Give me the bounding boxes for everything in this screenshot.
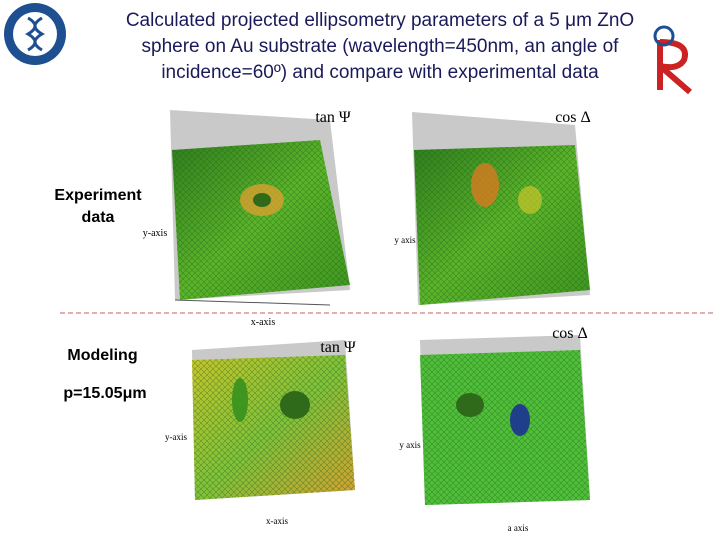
logo-ring bbox=[653, 25, 675, 47]
slide-title: Calculated projected ellipsometry parame… bbox=[60, 8, 700, 86]
quantity-label: tan Ψ bbox=[315, 109, 351, 126]
logo-mark bbox=[24, 16, 46, 52]
logo-inner bbox=[13, 12, 57, 56]
axis-label: a axis bbox=[508, 523, 529, 533]
row-label: Modeling bbox=[55, 347, 150, 365]
axis-label: y axis bbox=[394, 235, 416, 245]
plot-panel bbox=[385, 104, 600, 312]
axis-label: y-axis bbox=[143, 228, 168, 239]
title-line: incidence=60º) and compare with experime… bbox=[161, 62, 599, 83]
plot-panel bbox=[385, 322, 600, 532]
row-label: Experiment data bbox=[48, 185, 148, 229]
plot-panel bbox=[150, 104, 355, 330]
axis-label: y axis bbox=[399, 440, 421, 450]
quantity-label: cos Δ bbox=[555, 109, 591, 126]
logo-r bbox=[657, 39, 692, 95]
axis-label: x-axis bbox=[251, 317, 276, 328]
row-label: p=15.05μm bbox=[55, 385, 155, 403]
quantity-label: cos Δ bbox=[552, 325, 588, 342]
title-line: Calculated projected ellipsometry parame… bbox=[125, 10, 635, 31]
plot-panel bbox=[150, 332, 360, 532]
axis-label: x-axis bbox=[266, 516, 288, 526]
title-line: sphere on Au substrate (wavelength=450nm… bbox=[141, 36, 619, 57]
quantity-label: tan Ψ bbox=[320, 339, 356, 356]
axis-label: y-axis bbox=[165, 432, 187, 442]
